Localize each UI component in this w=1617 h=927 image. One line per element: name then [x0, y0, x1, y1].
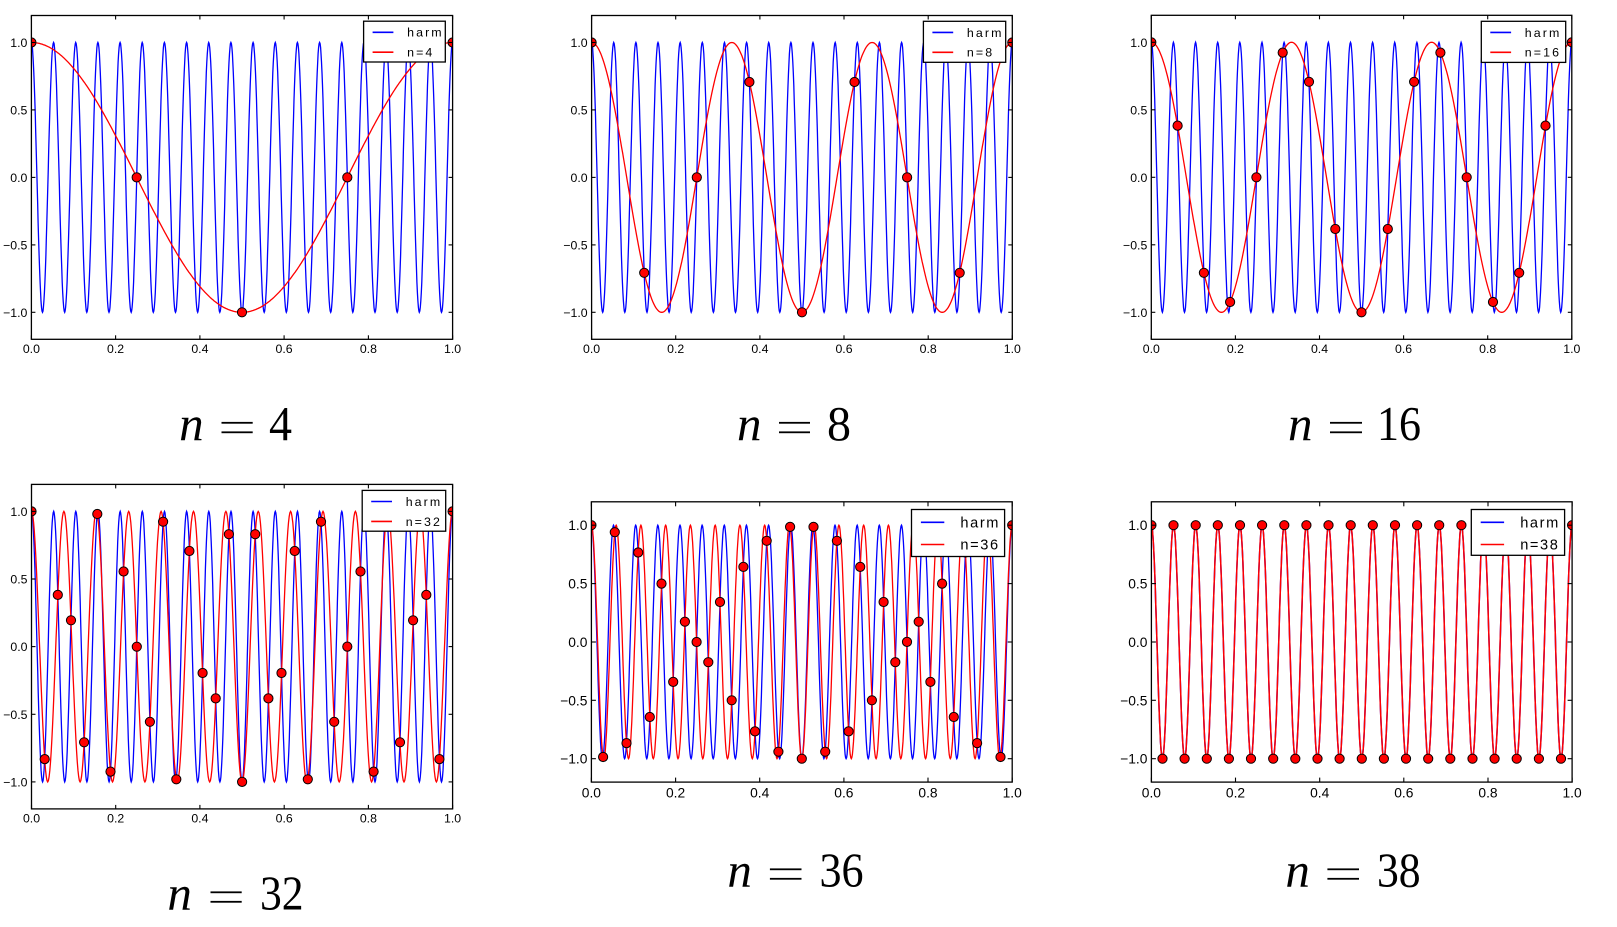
svg-text:−1.0: −1.0: [3, 775, 27, 789]
svg-text:8: 8: [827, 396, 851, 451]
svg-text:0.6: 0.6: [1394, 786, 1414, 801]
svg-text:0.0: 0.0: [23, 811, 40, 825]
svg-text:−0.5: −0.5: [1123, 238, 1147, 252]
svg-text:16: 16: [1377, 396, 1421, 451]
svg-text:0.5: 0.5: [10, 573, 27, 587]
svg-text:0.2: 0.2: [666, 786, 685, 801]
svg-text:0.0: 0.0: [1143, 342, 1160, 356]
svg-text:0.4: 0.4: [191, 342, 208, 356]
svg-text:0.4: 0.4: [750, 786, 770, 801]
svg-text:0.5: 0.5: [1130, 103, 1147, 117]
svg-text:0.0: 0.0: [10, 171, 27, 185]
svg-text:0.0: 0.0: [10, 640, 27, 654]
svg-text:0.0: 0.0: [1130, 171, 1147, 185]
svg-text:1.0: 1.0: [1128, 518, 1148, 533]
svg-text:1.0: 1.0: [570, 36, 587, 50]
svg-text:−1.0: −1.0: [1120, 752, 1148, 767]
svg-text:n=32: n=32: [406, 515, 442, 529]
svg-text:n=36: n=36: [960, 538, 999, 554]
svg-text:harm: harm: [960, 516, 1000, 532]
svg-text:0.4: 0.4: [751, 342, 768, 356]
svg-text:0.0: 0.0: [583, 342, 600, 356]
svg-text:−0.5: −0.5: [563, 238, 587, 252]
svg-text:−1.0: −1.0: [3, 306, 27, 320]
svg-text:n: n: [167, 866, 192, 921]
svg-text:0.6: 0.6: [834, 786, 854, 801]
svg-text:−0.5: −0.5: [560, 693, 588, 708]
svg-text:0.6: 0.6: [276, 811, 293, 825]
svg-text:0.8: 0.8: [1478, 786, 1498, 801]
svg-text:n=38: n=38: [1520, 538, 1559, 554]
svg-text:0.8: 0.8: [1479, 342, 1496, 356]
svg-text:n=16: n=16: [1525, 46, 1561, 60]
svg-text:0.0: 0.0: [570, 171, 587, 185]
svg-text:n: n: [179, 396, 204, 451]
svg-text:1.0: 1.0: [568, 518, 588, 533]
svg-text:0.8: 0.8: [360, 811, 377, 825]
svg-text:0.5: 0.5: [568, 577, 588, 592]
svg-text:0.0: 0.0: [23, 342, 40, 356]
svg-text:n: n: [727, 843, 752, 898]
svg-text:1.0: 1.0: [1004, 342, 1021, 356]
svg-text:0.5: 0.5: [570, 103, 587, 117]
svg-text:0.4: 0.4: [1310, 786, 1330, 801]
svg-text:0.0: 0.0: [1128, 635, 1148, 650]
svg-text:0.6: 0.6: [835, 342, 852, 356]
svg-text:0.0: 0.0: [582, 786, 602, 801]
svg-text:0.8: 0.8: [360, 342, 377, 356]
svg-text:0.4: 0.4: [1311, 342, 1328, 356]
svg-text:0.6: 0.6: [1395, 342, 1412, 356]
svg-text:1.0: 1.0: [10, 505, 27, 519]
svg-text:−0.5: −0.5: [1120, 693, 1148, 708]
svg-text:0.8: 0.8: [920, 342, 937, 356]
svg-text:0.4: 0.4: [191, 811, 208, 825]
svg-text:32: 32: [260, 866, 304, 921]
svg-text:4: 4: [269, 396, 292, 451]
svg-text:0.2: 0.2: [107, 342, 124, 356]
svg-text:−1.0: −1.0: [1123, 306, 1147, 320]
svg-text:−1.0: −1.0: [560, 752, 588, 767]
svg-text:0.5: 0.5: [1128, 577, 1148, 592]
svg-text:−1.0: −1.0: [563, 306, 587, 320]
svg-text:n=4: n=4: [407, 46, 434, 60]
svg-text:0.8: 0.8: [918, 786, 938, 801]
svg-text:0.0: 0.0: [568, 635, 588, 650]
svg-text:n: n: [1288, 396, 1313, 451]
svg-text:harm: harm: [1525, 26, 1562, 40]
svg-text:1.0: 1.0: [1003, 786, 1023, 801]
svg-text:−0.5: −0.5: [3, 708, 27, 722]
svg-text:harm: harm: [407, 26, 444, 40]
svg-text:38: 38: [1377, 843, 1421, 898]
svg-text:1.0: 1.0: [1563, 342, 1580, 356]
svg-text:n: n: [1285, 843, 1310, 898]
svg-text:n: n: [737, 396, 762, 451]
svg-text:1.0: 1.0: [1563, 786, 1583, 801]
svg-text:0.2: 0.2: [1226, 786, 1245, 801]
svg-text:0.0: 0.0: [1142, 786, 1162, 801]
svg-text:0.2: 0.2: [1227, 342, 1244, 356]
svg-text:1.0: 1.0: [444, 811, 461, 825]
svg-text:1.0: 1.0: [1130, 36, 1147, 50]
svg-text:0.5: 0.5: [10, 103, 27, 117]
svg-text:harm: harm: [406, 495, 443, 509]
svg-text:36: 36: [819, 843, 863, 898]
svg-text:1.0: 1.0: [444, 342, 461, 356]
svg-text:1.0: 1.0: [10, 36, 27, 50]
svg-text:0.2: 0.2: [107, 811, 124, 825]
svg-text:0.6: 0.6: [276, 342, 293, 356]
svg-text:harm: harm: [967, 26, 1004, 40]
svg-text:n=8: n=8: [967, 46, 994, 60]
svg-text:harm: harm: [1520, 516, 1560, 532]
svg-text:−0.5: −0.5: [3, 238, 27, 252]
svg-text:0.2: 0.2: [667, 342, 684, 356]
